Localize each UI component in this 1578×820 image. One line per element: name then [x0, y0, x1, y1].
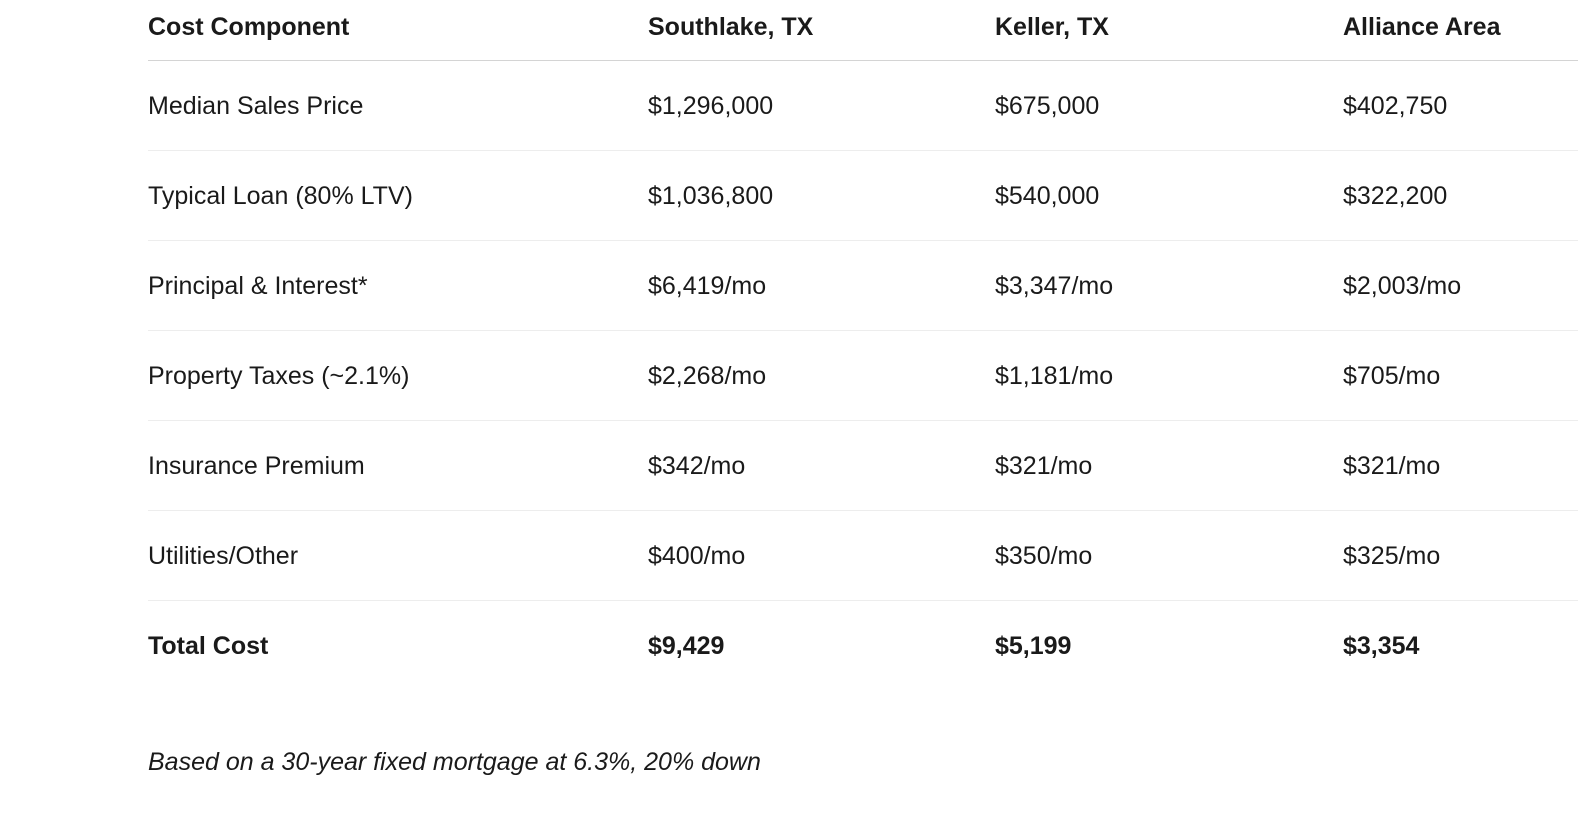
- row-value: $1,181/mo: [995, 330, 1343, 421]
- header-row: Cost Component Southlake, TX Keller, TX All…: [148, 0, 1578, 61]
- row-value: $5,199: [995, 600, 1343, 690]
- row-value: $1,296,000: [648, 91, 774, 120]
- table-row: Total Cost $9,429 $5,199 $3,354: [148, 600, 1578, 690]
- row-value: $675,000: [995, 91, 1100, 120]
- row-value: $705/mo: [1343, 330, 1578, 421]
- row-value: $402,750: [1343, 91, 1448, 120]
- row-label: Property Taxes (~2.1%): [148, 330, 648, 421]
- row-label: Utilities/Other: [148, 510, 648, 601]
- row-value: $2,003/mo: [1343, 240, 1578, 331]
- row-value: $2,268/mo: [648, 330, 995, 421]
- row-value: $342/mo: [648, 420, 995, 511]
- row-value: $322,200: [1343, 150, 1578, 241]
- column-header-0: Cost Component: [148, 0, 648, 61]
- table-body: Median Sales Price $1,296,000 $675,000 $402…: [148, 61, 1578, 690]
- row-value: $350/mo: [995, 510, 1343, 601]
- row-value: $6,419/mo: [648, 240, 995, 331]
- row-value: $321/mo: [995, 420, 1343, 511]
- row-value: $540,000: [995, 150, 1343, 241]
- row-value: $3,354: [1343, 600, 1578, 690]
- mortgage-assumptions-footnote: Based on a 30-year fixed mortgage at 6.3…: [148, 748, 761, 776]
- table-row: Principal & Interest* $6,419/mo $3,347/mo $…: [148, 240, 1578, 331]
- row-label: Total Cost: [148, 600, 648, 690]
- table-header: Cost Component Southlake, TX Keller, TX All…: [148, 0, 1578, 61]
- cost-comparison-section: Cost Component Southlake, TX Keller, TX All…: [148, 0, 1578, 777]
- table-row: Utilities/Other $400/mo $350/mo $325/mo: [148, 510, 1578, 601]
- row-value: $325/mo: [1343, 510, 1578, 601]
- cost-comparison-table: Cost Component Southlake, TX Keller, TX All…: [148, 0, 1578, 690]
- row-value: $1,036,800: [648, 150, 995, 241]
- row-label: Insurance Premium: [148, 420, 648, 511]
- row-label: Typical Loan (80% LTV): [148, 150, 648, 241]
- row-value: $9,429: [648, 600, 995, 690]
- row-label: Principal & Interest*: [148, 240, 648, 331]
- table-row: Median Sales Price $1,296,000 $675,000 $402…: [148, 61, 1578, 151]
- table-row: Insurance Premium $342/mo $321/mo $321/mo: [148, 420, 1578, 511]
- column-header-1: Southlake, TX: [648, 0, 995, 61]
- row-label: Median Sales Price: [148, 91, 364, 120]
- row-value: $321/mo: [1343, 420, 1578, 511]
- table-row: Property Taxes (~2.1%) $2,268/mo $1,181/mo…: [148, 330, 1578, 421]
- table-row: Typical Loan (80% LTV) $1,036,800 $540,000…: [148, 150, 1578, 241]
- column-header-2: Keller, TX: [995, 0, 1343, 61]
- column-header-3: Alliance Area: [1343, 0, 1578, 61]
- row-value: $3,347/mo: [995, 240, 1343, 331]
- row-value: $400/mo: [648, 510, 995, 601]
